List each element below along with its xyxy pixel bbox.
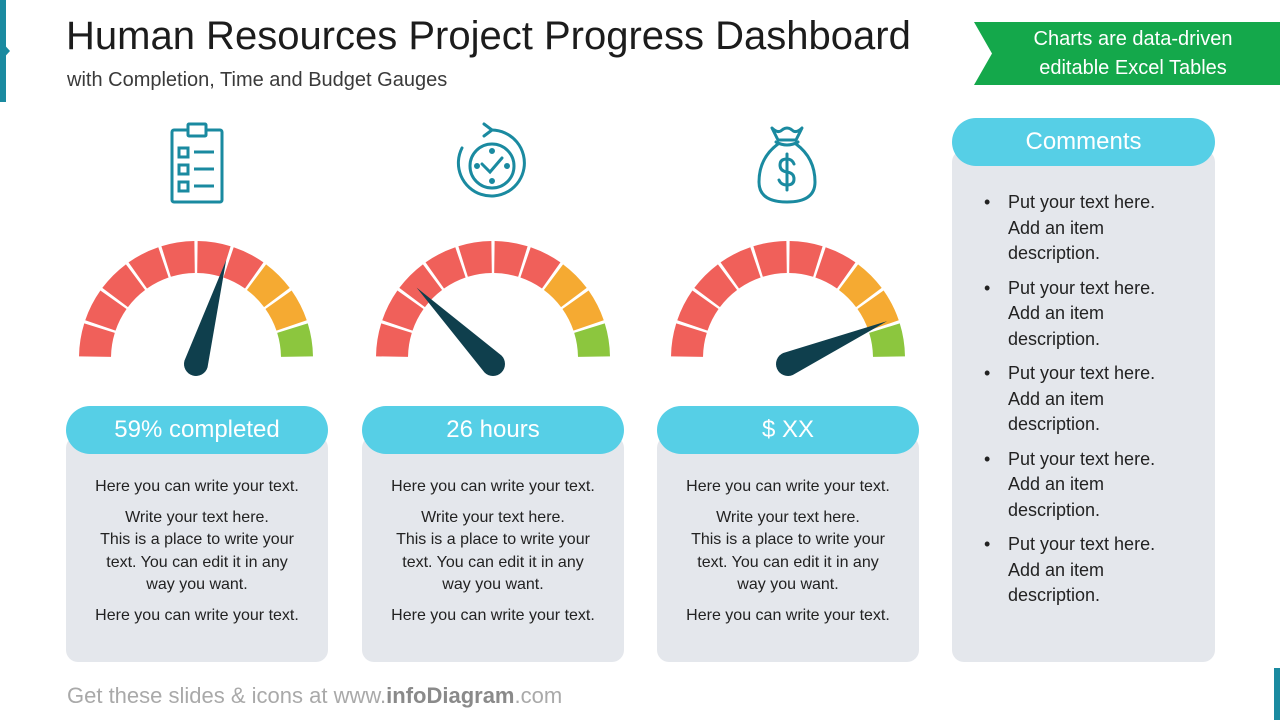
card-text: This is a place to write your [691,531,885,548]
gauge-segment [869,323,905,357]
card-text: Here you can write your text. [95,478,299,495]
gauge-segment [85,290,127,331]
money-bag-icon [757,126,817,204]
card-text: way you want. [737,576,839,593]
footer-suffix: .com [514,683,563,708]
comment-line: Put your text here. [1008,277,1156,298]
card-text: Write your text here. [421,508,565,526]
gauge-segment [223,247,264,289]
card-text: Here you can write your text. [95,606,299,624]
card-text: Here you can write your text. [391,606,595,624]
right-accent-bar [1274,668,1280,720]
gauge-segment [677,290,719,331]
gauge-segment [815,247,856,289]
completion-gauge [79,241,313,376]
comment-line: description. [1008,585,1101,605]
budget-card: Here you can write your text. Write your… [657,436,919,662]
gauge-segment [562,290,604,331]
card-text: Here you can write your text. [686,478,890,495]
gauge-segment [425,247,466,289]
card-text: This is a place to write your [100,531,294,548]
card-text: way you want. [146,576,248,593]
gauge-segment [128,247,169,289]
gauge-segment [376,323,412,357]
banner-line-2: editable Excel Tables [1039,56,1227,79]
comment-line: Add an item [1008,217,1105,238]
comment-line: Add an item [1008,388,1105,409]
left-accent-notch [0,40,10,62]
gauge-segment [277,323,313,357]
time-card: Here you can write your text. Write your… [362,436,624,662]
budget-gauge [671,241,905,376]
comment-line: Put your text here. [1008,448,1156,469]
page-subtitle: with Completion, Time and Budget Gauges [67,69,448,91]
footer-link[interactable]: Get these slides & icons at www.infoDiag… [67,683,562,709]
list-item: Put your text here. Add an item descript… [984,276,1198,353]
comment-line: description. [1008,243,1101,263]
card-text: Here you can write your text. [391,478,595,495]
gauge-segment [102,264,146,308]
page-title: Human Resources Project Progress Dashboa… [66,14,911,58]
gauge-segment [574,323,610,357]
gauge-segment [197,241,231,277]
gauge-segment [458,241,492,277]
excel-banner: Charts are data-driven editable Excel Ta… [974,22,1280,85]
comment-line: Add an item [1008,303,1105,323]
list-item: Put your text here. Add an item descript… [984,190,1198,267]
footer-brand: infoDiagram [386,683,515,708]
comment-line: description. [1008,328,1101,349]
card-text: text. You can edit it in any [106,553,288,571]
gauge-needle [416,287,505,376]
gauge-segment [265,290,307,331]
completion-card: Here you can write your text. Write your… [66,436,328,662]
gauge-segment [399,264,443,308]
gauge-segment [543,264,587,308]
completion-label: 59% completed [66,406,328,454]
card-text: This is a place to write your [396,531,590,548]
budget-label: $ XX [657,406,919,454]
gauge-segment [382,290,424,331]
comment-line: description. [1008,414,1101,434]
footer-prefix: Get these slides & icons at www. [67,683,387,708]
gauge-segment [789,241,823,277]
list-item: Put your text here. Add an item descript… [984,361,1198,438]
gauge-needle [184,260,227,376]
gauge-segment [246,264,290,308]
card-text: Write your text here. [125,508,269,526]
gauge-segment [720,247,761,289]
gauge-segment [838,264,882,308]
time-label: 26 hours [362,406,624,454]
banner-line-1: Charts are data-driven [1033,27,1233,50]
gauge-segment [494,241,528,277]
list-item: Put your text here. Add an item descript… [984,532,1198,609]
card-text: Write your text here. [716,508,860,526]
card-text: text. You can edit it in any [697,553,879,571]
card-text: text. You can edit it in any [402,553,584,571]
comment-line: Add an item [1008,474,1105,494]
comment-line: Put your text here. [1008,534,1156,554]
comments-title: Comments [952,118,1215,166]
gauge-segment [161,241,195,277]
comment-line: Put your text here. [1008,192,1156,212]
clock-refresh-icon [456,122,526,198]
checklist-icon [170,122,224,204]
gauge-needle [776,321,888,376]
time-gauge [376,241,610,376]
comment-line: description. [1008,499,1101,520]
gauge-segment [79,323,115,357]
comment-line: Add an item [1008,559,1105,580]
comment-line: Put your text here. [1008,363,1156,383]
card-text: way you want. [442,576,544,593]
card-text: Here you can write your text. [686,606,890,624]
gauge-segment [694,264,738,308]
list-item: Put your text here. Add an item descript… [984,447,1198,524]
gauge-segment [857,290,899,331]
gauge-segment [671,323,707,357]
gauge-segment [520,247,561,289]
comments-list: Put your text here. Add an item descript… [984,190,1198,618]
gauge-segment [753,241,787,277]
